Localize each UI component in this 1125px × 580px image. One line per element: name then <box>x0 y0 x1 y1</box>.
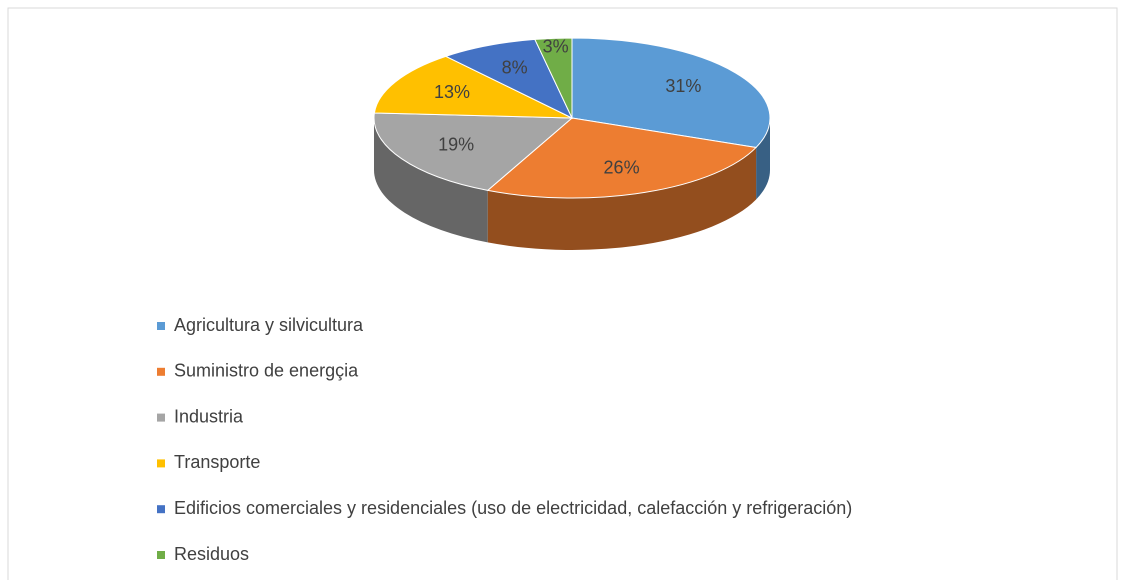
legend-label: Industria <box>174 406 244 426</box>
pie-slice-side <box>487 147 757 251</box>
legend-label: Agricultura y silvicultura <box>174 315 364 335</box>
legend-label: Edificios comerciales y residenciales (u… <box>174 498 852 518</box>
data-label: 8% <box>502 58 528 78</box>
data-label: 13% <box>434 82 470 102</box>
data-label: 26% <box>604 157 640 177</box>
data-label: 19% <box>438 134 474 154</box>
legend-swatch <box>157 505 165 514</box>
pie-slice-side <box>756 118 770 200</box>
pie-slice <box>373 112 574 191</box>
data-label: 3% <box>543 37 569 57</box>
pie-slice <box>486 117 758 199</box>
legend-label: Suministro de energçia <box>174 361 359 381</box>
legend-swatch <box>157 459 165 468</box>
chart-frame <box>7 7 1118 580</box>
legend-swatch <box>157 413 165 422</box>
legend-label: Transporte <box>174 452 260 472</box>
legend-swatch <box>157 551 165 559</box>
data-label: 31% <box>665 76 701 96</box>
pie-slice <box>571 37 771 148</box>
pie-slice <box>444 38 574 120</box>
legend-swatch <box>157 367 165 376</box>
legend-swatch <box>157 322 165 330</box>
pie-slice <box>373 55 573 119</box>
legend-label: Residuos <box>174 544 249 564</box>
pie-slice-side <box>373 118 488 243</box>
pie-slice <box>534 37 573 119</box>
